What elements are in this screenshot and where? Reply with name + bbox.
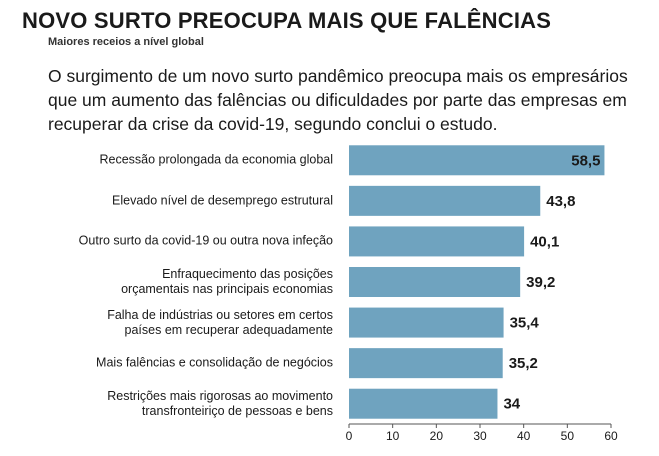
value-label: 34 (503, 396, 520, 413)
x-tick-label: 50 (561, 429, 575, 443)
bar (349, 267, 521, 297)
value-label: 58,5 (571, 152, 600, 169)
x-tick-label: 30 (473, 429, 487, 443)
category-label: Recessão prolongada da economia global (99, 152, 334, 167)
category-label: Elevado nível de desemprego estrutural (112, 193, 333, 208)
description: O surgimento de um novo surto pandêmico … (48, 66, 628, 134)
bar (349, 307, 504, 338)
category-label: Mais falências e consolidação de negócio… (96, 355, 333, 370)
value-label: 35,4 (510, 315, 540, 332)
x-tick-label: 60 (604, 429, 618, 443)
x-tick-label: 10 (386, 429, 400, 443)
value-label: 43,8 (546, 193, 575, 210)
category-label: Falha de indústrias ou setores em certos… (107, 307, 333, 337)
category-label: Enfraquecimento das posições orçamentais… (121, 267, 333, 296)
x-tick-label: 20 (430, 429, 444, 443)
value-label: 39,2 (526, 274, 555, 291)
value-label: 35,2 (509, 355, 538, 372)
bar (349, 348, 503, 379)
bar (349, 388, 498, 419)
title: NOVO SURTO PREOCUPA MAIS QUE FALÊNCIAS (22, 8, 552, 33)
x-tick-label: 40 (517, 429, 531, 443)
category-label: Outro surto da covid-19 ou outra nova in… (78, 233, 333, 248)
category-label: Restrições mais rigorosas ao movimento t… (107, 388, 333, 418)
bar (349, 185, 541, 216)
subtitle: Maiores receios a nível global (48, 36, 204, 48)
x-tick-label: 0 (346, 429, 353, 443)
bar (349, 226, 525, 257)
bar (349, 145, 605, 176)
value-label: 40,1 (530, 233, 559, 250)
